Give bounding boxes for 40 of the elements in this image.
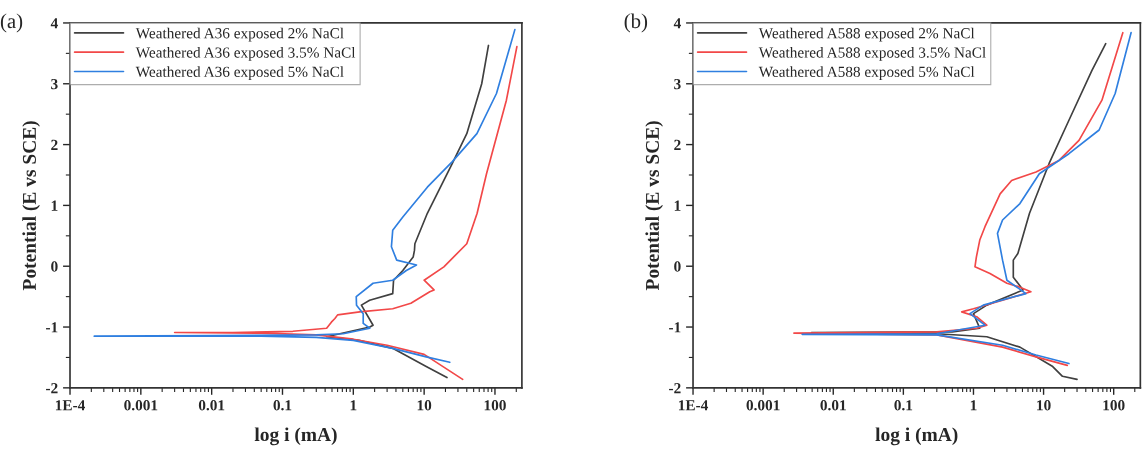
y-tick-label: 3	[51, 78, 58, 90]
legend-label: Weathered A588 exposed 2% NaCl	[758, 27, 975, 42]
text: (b)	[624, 13, 648, 33]
x-tick-label: 0.001	[124, 400, 158, 411]
x-tick-label: 0.1	[273, 400, 292, 411]
y-tick-label: -1	[669, 322, 681, 333]
legend-label: Weathered A588 exposed 3.5% NaCl	[758, 46, 986, 61]
y-tick-label: -2	[669, 383, 681, 394]
x-axis-title: log i (mA)	[875, 427, 958, 446]
x-tick-label: 0.001	[746, 400, 780, 411]
x-tick-label: 0.01	[820, 400, 846, 411]
x-tick-label: 1E-4	[678, 400, 709, 411]
legend-label: Weathered A36 exposed 5% NaCl	[135, 66, 344, 81]
y-tick-label: 4	[50, 18, 58, 29]
y-tick-label: 1	[51, 200, 58, 211]
y-tick-label: 2	[674, 139, 681, 150]
y-tick-label: -2	[46, 383, 58, 394]
legend-label: Weathered A588 exposed 5% NaCl	[758, 66, 975, 81]
x-axis-title: log i (mA)	[254, 427, 337, 446]
y-axis-title: Potential (E vs SCE)	[22, 121, 40, 291]
y-tick-label: 2	[51, 139, 58, 150]
legend-label: Weathered A36 exposed 3.5% NaCl	[135, 46, 356, 61]
y-tick-label: 0	[51, 261, 58, 272]
legend-label: Weathered A36 exposed 2% NaCl	[135, 27, 344, 42]
x-tick-label: 100	[484, 400, 506, 411]
y-axis-title: Potential (E vs SCE)	[645, 121, 663, 291]
y-tick-label: 4	[673, 18, 681, 29]
text: (a)	[0, 13, 23, 33]
y-tick-label: 3	[674, 78, 681, 90]
x-tick-label: 0.01	[198, 400, 225, 411]
x-tick-label: 0.1	[894, 400, 913, 411]
x-tick-label: 1	[970, 400, 977, 411]
x-tick-label: 10	[417, 400, 432, 411]
y-tick-label: -1	[46, 322, 58, 333]
x-tick-label: 100	[1103, 400, 1125, 411]
y-tick-label: 1	[674, 200, 681, 211]
x-tick-label: 1	[350, 400, 357, 411]
x-tick-label: 1E-4	[55, 400, 86, 411]
x-tick-label: 10	[1037, 400, 1051, 411]
y-tick-label: 0	[674, 261, 681, 272]
